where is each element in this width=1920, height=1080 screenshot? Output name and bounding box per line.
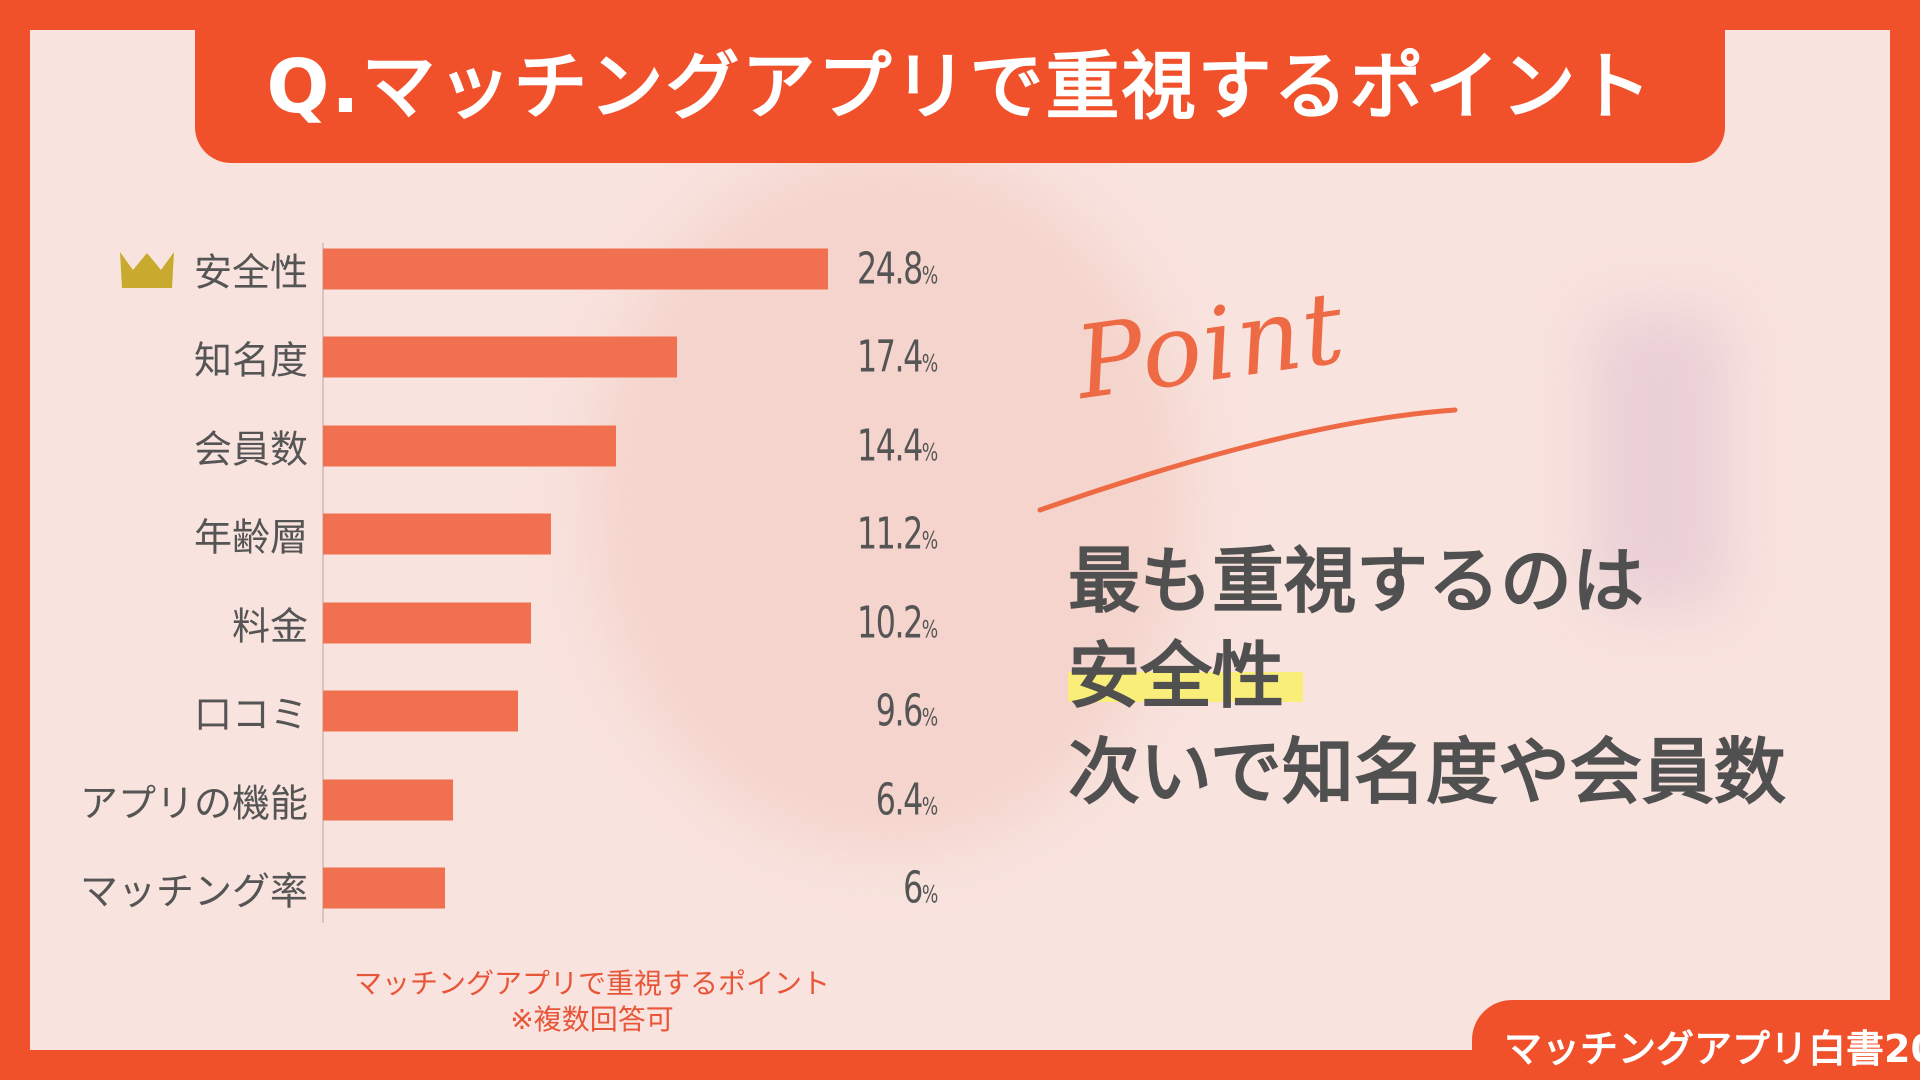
- value-label: 11.2%: [857, 508, 938, 560]
- point-line-3: 次いで知名度や会員数: [1068, 730, 1786, 814]
- value-unit: %: [922, 526, 938, 555]
- page-title: Q.マッチングアプリで重視するポイント: [195, 0, 1725, 163]
- point-line-1: 最も重視するのは: [1068, 539, 1645, 623]
- value-number: 17.4: [857, 331, 923, 383]
- value-unit: %: [922, 261, 938, 290]
- bar: [323, 779, 454, 821]
- category-label: 口コミ: [193, 692, 308, 737]
- bar: [323, 336, 678, 378]
- value-label: 24.8%: [857, 243, 938, 295]
- value-number: 24.8: [857, 243, 923, 295]
- value-number: 10.2: [857, 597, 923, 649]
- category-label: アプリの機能: [79, 781, 308, 826]
- value-number: 14.4: [857, 420, 923, 472]
- category-label: 会員数: [193, 427, 308, 472]
- value-unit: %: [922, 880, 938, 909]
- value-number: 6: [903, 862, 923, 914]
- report-badge: マッチングアプリ白書2025: [1472, 1000, 1920, 1080]
- crown-icon: [120, 252, 174, 288]
- chart-note: ※複数回答可: [510, 1003, 674, 1036]
- category-label: 年齢層: [193, 515, 308, 560]
- category-label: 知名度: [193, 338, 308, 383]
- point-line-2: 安全性: [1068, 634, 1285, 718]
- value-label: 14.4%: [857, 420, 938, 472]
- chart-axis: [322, 243, 324, 923]
- bar: [323, 425, 617, 467]
- point-underline-swoosh: [1037, 407, 1458, 513]
- value-label: 10.2%: [857, 597, 938, 649]
- value-unit: %: [922, 792, 938, 821]
- value-unit: %: [922, 438, 938, 467]
- category-label: マッチング率: [79, 869, 308, 914]
- category-label: 料金: [231, 604, 308, 649]
- value-unit: %: [922, 703, 938, 732]
- value-label: 17.4%: [857, 331, 938, 383]
- value-unit: %: [922, 349, 938, 378]
- bar: [323, 513, 552, 555]
- value-number: 11.2: [857, 508, 923, 560]
- chart-caption: マッチングアプリで重視するポイント: [353, 967, 830, 1000]
- bar: [323, 602, 531, 644]
- bar: [323, 867, 446, 909]
- value-label: 9.6%: [875, 685, 938, 737]
- category-label: 安全性: [193, 250, 308, 295]
- value-unit: %: [922, 615, 938, 644]
- value-label: 6.4%: [875, 774, 938, 826]
- bar: [323, 690, 519, 732]
- value-label: 6%: [903, 862, 938, 914]
- highlight-marker: [1068, 672, 1303, 702]
- value-number: 6.4: [875, 774, 924, 826]
- bar: [323, 248, 828, 290]
- phone-photo: [1590, 310, 1730, 610]
- value-number: 9.6: [875, 685, 924, 737]
